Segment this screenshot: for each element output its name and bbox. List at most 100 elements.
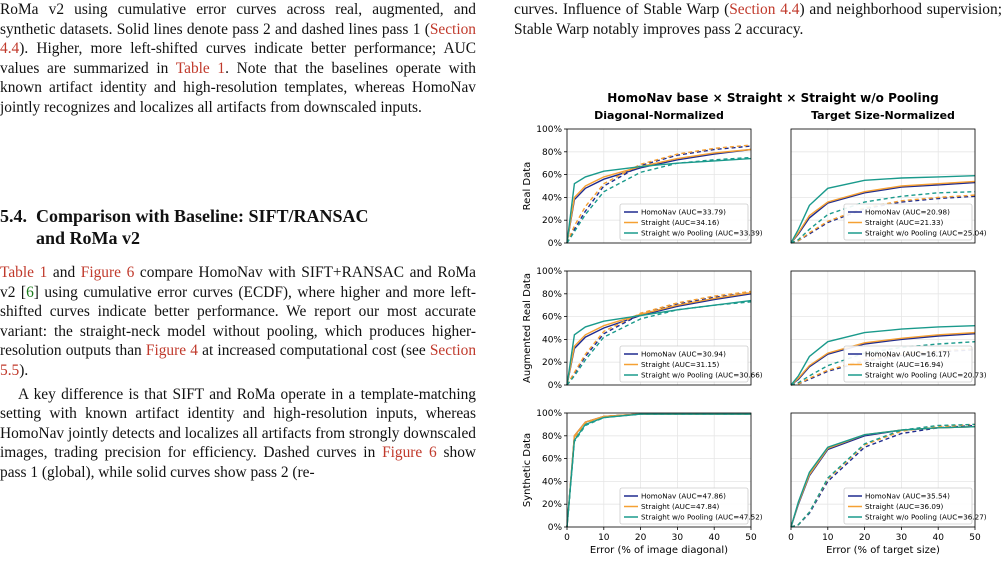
- series-line-pass1: [566, 413, 751, 528]
- x-axis-label: Error (% of image diagonal): [590, 545, 728, 556]
- ecdf-panel: HomoNav (AUC=16.17)Straight (AUC=16.94) S…: [790, 270, 987, 386]
- legend: HomoNav (AUC=30.94)Straight (AUC=31.15) S…: [619, 345, 763, 383]
- series-line-pass1: [566, 301, 752, 386]
- cross-reference-link[interactable]: Section 5.5: [0, 342, 477, 379]
- legend-label: Straight w/o Pooling (AUC=25.04): [865, 229, 987, 238]
- series-line-pass2: [790, 180, 976, 244]
- y-tick-label: 60%: [542, 455, 562, 465]
- text-run: curves. Influence of Stable Warp (: [514, 1, 730, 18]
- series-line-pass2: [566, 157, 752, 244]
- series-line-pass2: [790, 181, 976, 244]
- legend-label: Straight (AUC=34.16): [641, 218, 720, 227]
- series-line-pass2: [790, 175, 976, 244]
- x-tick-label: 40: [708, 533, 720, 543]
- series-line-pass1: [790, 341, 976, 386]
- text-run: ] using cumulative error curves (ECDF), …: [0, 283, 476, 360]
- y-tick-label: 20%: [542, 500, 562, 510]
- legend-label: Straight w/o Pooling (AUC=30.66): [641, 371, 763, 380]
- text-run: and: [47, 264, 81, 281]
- legend: HomoNav (AUC=20.98)Straight (AUC=21.33) S…: [843, 203, 987, 241]
- x-tick-label: 10: [822, 533, 834, 543]
- series-line-pass1: [566, 144, 752, 244]
- cross-reference-link[interactable]: Section 4.4: [0, 20, 476, 58]
- text-run: ).: [19, 361, 29, 379]
- x-tick-label: 0: [788, 533, 794, 543]
- section-title-line2: and RoMa v2: [36, 228, 141, 248]
- x-tick-label: 10: [598, 533, 610, 543]
- text-run: at increased computational cost (see: [197, 342, 430, 360]
- citation-link[interactable]: 6: [26, 283, 34, 301]
- section-number: 5.4.: [0, 206, 27, 226]
- series-line-pass1: [566, 156, 752, 244]
- legend-label: Straight (AUC=31.15): [641, 360, 720, 369]
- y-tick-label: 0%: [548, 381, 563, 391]
- legend-label: Straight (AUC=47.84): [641, 502, 720, 511]
- cross-reference-link[interactable]: Figure 4: [145, 342, 198, 360]
- ecdf-panel: 0% 20% 40% 60% 80% 100% Real Data HomoNav (AUC=…: [522, 125, 763, 249]
- paragraph-comparison: Table 1 and Figure 6 compare HomoNav wit…: [0, 263, 476, 381]
- y-tick-label: 80%: [542, 432, 562, 442]
- row-label: Augmented Real Data: [522, 273, 533, 383]
- ecdf-panel: 0% 20% 40% 60% 80% 100% Synthetic Data 0 10 20 30 4…: [522, 409, 763, 556]
- legend-box: [619, 203, 749, 241]
- section-title-line1: Comparison with Baseline: SIFT/RANSAC: [36, 206, 369, 226]
- series-line-pass1: [566, 290, 752, 386]
- legend-label: Straight w/o Pooling (AUC=36.27): [865, 513, 987, 522]
- y-tick-label: 100%: [536, 125, 562, 135]
- col-title-target: Target Size-Normalized: [811, 109, 955, 122]
- y-tick-label: 0%: [548, 239, 563, 249]
- cross-reference-link[interactable]: Figure 6: [382, 444, 437, 462]
- ecdf-panel: HomoNav (AUC=20.98)Straight (AUC=21.33) S…: [790, 128, 987, 244]
- series-line-pass2: [566, 292, 752, 386]
- legend-label: Straight w/o Pooling (AUC=33.39): [641, 229, 763, 238]
- legend: HomoNav (AUC=35.54)Straight (AUC=36.09) S…: [843, 487, 987, 525]
- x-tick-label: 0: [564, 533, 570, 543]
- text-run: . Note that the baselines operate with k…: [0, 59, 476, 116]
- col-title-diagonal: Diagonal-Normalized: [594, 109, 724, 122]
- text-run: A key difference is that SIFT and RoMa o…: [0, 385, 476, 462]
- legend-box: [843, 345, 973, 383]
- x-tick-label: 50: [745, 533, 757, 543]
- section-heading: 5.4. Comparison with Baseline: SIFT/RANSA…: [0, 205, 476, 249]
- cross-reference-link[interactable]: Table 1: [175, 59, 226, 77]
- cross-reference-link[interactable]: Table 1: [0, 264, 48, 281]
- series-line-pass1: [790, 423, 976, 528]
- y-tick-label: 80%: [542, 290, 562, 300]
- paragraph-key-difference: A key difference is that SIFT and RoMa o…: [0, 385, 476, 483]
- legend-label: HomoNav (AUC=20.98): [865, 208, 950, 217]
- panel-frame: [790, 128, 976, 244]
- y-tick-label: 80%: [542, 148, 562, 158]
- legend-label: Straight (AUC=21.33): [865, 218, 944, 227]
- legend-label: HomoNav (AUC=16.17): [865, 350, 950, 359]
- y-tick-label: 100%: [536, 267, 562, 277]
- panel-frame: [566, 270, 752, 386]
- legend-label: Straight (AUC=16.94): [865, 360, 944, 369]
- series-line-pass2: [790, 426, 976, 528]
- text-run: RoMa v2 using cumulative error curves ac…: [0, 1, 476, 38]
- y-tick-label: 60%: [542, 171, 562, 181]
- text-run: ). Higher, more left-shifted curves indi…: [0, 40, 476, 77]
- text-run: compare HomoNav with SIFT+RANSAC and RoM…: [0, 264, 476, 301]
- y-tick-label: 40%: [542, 335, 562, 345]
- series-line-pass1: [790, 194, 976, 244]
- y-tick-label: 0%: [548, 523, 563, 533]
- panel-frame: [566, 412, 752, 528]
- legend: HomoNav (AUC=33.79)Straight (AUC=34.16) S…: [619, 203, 763, 241]
- legend-label: HomoNav (AUC=30.94): [641, 350, 726, 359]
- legend-box: [843, 487, 973, 525]
- y-tick-label: 20%: [542, 216, 562, 226]
- series-line-pass2: [566, 148, 752, 244]
- ecdf-panel: 0% 20% 40% 60% 80% 100%Augmented Real Data Hom…: [522, 267, 763, 391]
- y-tick-label: 100%: [536, 409, 562, 419]
- x-tick-label: 30: [896, 533, 908, 543]
- legend: HomoNav (AUC=47.86)Straight (AUC=47.84) S…: [619, 487, 763, 525]
- y-tick-label: 20%: [542, 358, 562, 368]
- legend-label: Straight (AUC=36.09): [865, 502, 944, 511]
- cross-reference-link[interactable]: Figure 6: [80, 264, 135, 281]
- panel-frame: [790, 270, 976, 386]
- cross-reference-link[interactable]: Section 4.4: [729, 1, 800, 18]
- x-tick-label: 40: [932, 533, 944, 543]
- panel-frame: [566, 128, 752, 244]
- legend-label: HomoNav (AUC=33.79): [641, 208, 726, 217]
- row-label: Synthetic Data: [522, 433, 533, 507]
